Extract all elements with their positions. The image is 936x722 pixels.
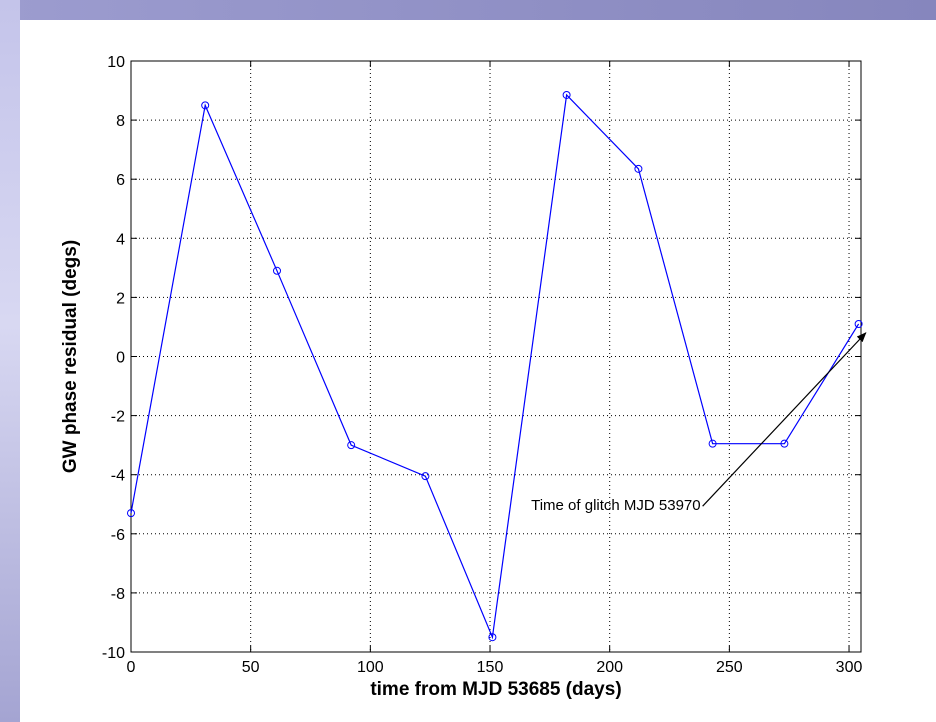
data-point: [488, 633, 497, 642]
series-line: [130, 93, 860, 640]
annotation-arrow: [702, 332, 867, 507]
data-point: [562, 90, 571, 99]
data-point: [708, 439, 717, 448]
x-tick-label: 150: [477, 659, 504, 676]
y-tick-label: -10: [102, 645, 125, 662]
data-point: [854, 319, 863, 328]
window-top-border: [0, 0, 936, 20]
x-tick-label: 250: [716, 659, 743, 676]
data-point: [421, 472, 430, 481]
data-point: [127, 509, 135, 518]
grid: [131, 61, 861, 652]
y-tick-label: 8: [116, 113, 125, 130]
plot-area-frame: [130, 60, 862, 653]
annotation-layer: Time of glitch MJD 53970: [531, 332, 867, 514]
data-point: [201, 101, 210, 110]
y-tick-label: -6: [111, 527, 125, 544]
data-point: [634, 164, 643, 173]
x-tick-label: 50: [242, 659, 260, 676]
annotation-text: Time of glitch MJD 53970: [531, 497, 701, 514]
y-tick-label: 0: [116, 350, 125, 367]
y-tick-label: 4: [116, 231, 125, 248]
window-left-border: [0, 0, 20, 722]
data-point: [347, 441, 356, 450]
y-tick-label: -8: [111, 586, 125, 603]
series-layer: [127, 90, 863, 642]
y-tick-label: 2: [116, 290, 125, 307]
data-point: [780, 439, 789, 448]
y-tick-label: -2: [111, 409, 125, 426]
y-axis-label: GW phase residual (degs): [60, 240, 81, 473]
line-chart: 0 50 100 150 200 250 300 -10 -8 -6 -4 -2 0 2 4 6 8 10 Tim…: [60, 54, 867, 700]
y-tick-label: 10: [107, 54, 125, 71]
x-tick-label: 0: [127, 659, 136, 676]
data-point: [273, 266, 281, 275]
y-tick-label: 6: [116, 172, 125, 189]
ticks: 0 50 100 150 200 250 300 -10 -8 -6 -4 -2 0 2 4 6 8 10: [102, 54, 863, 676]
y-tick-label: -4: [111, 468, 125, 485]
x-tick-label: 300: [836, 659, 863, 676]
x-tick-label: 100: [357, 659, 384, 676]
x-axis-label: time from MJD 53685 (days): [370, 679, 621, 700]
x-tick-label: 200: [596, 659, 623, 676]
